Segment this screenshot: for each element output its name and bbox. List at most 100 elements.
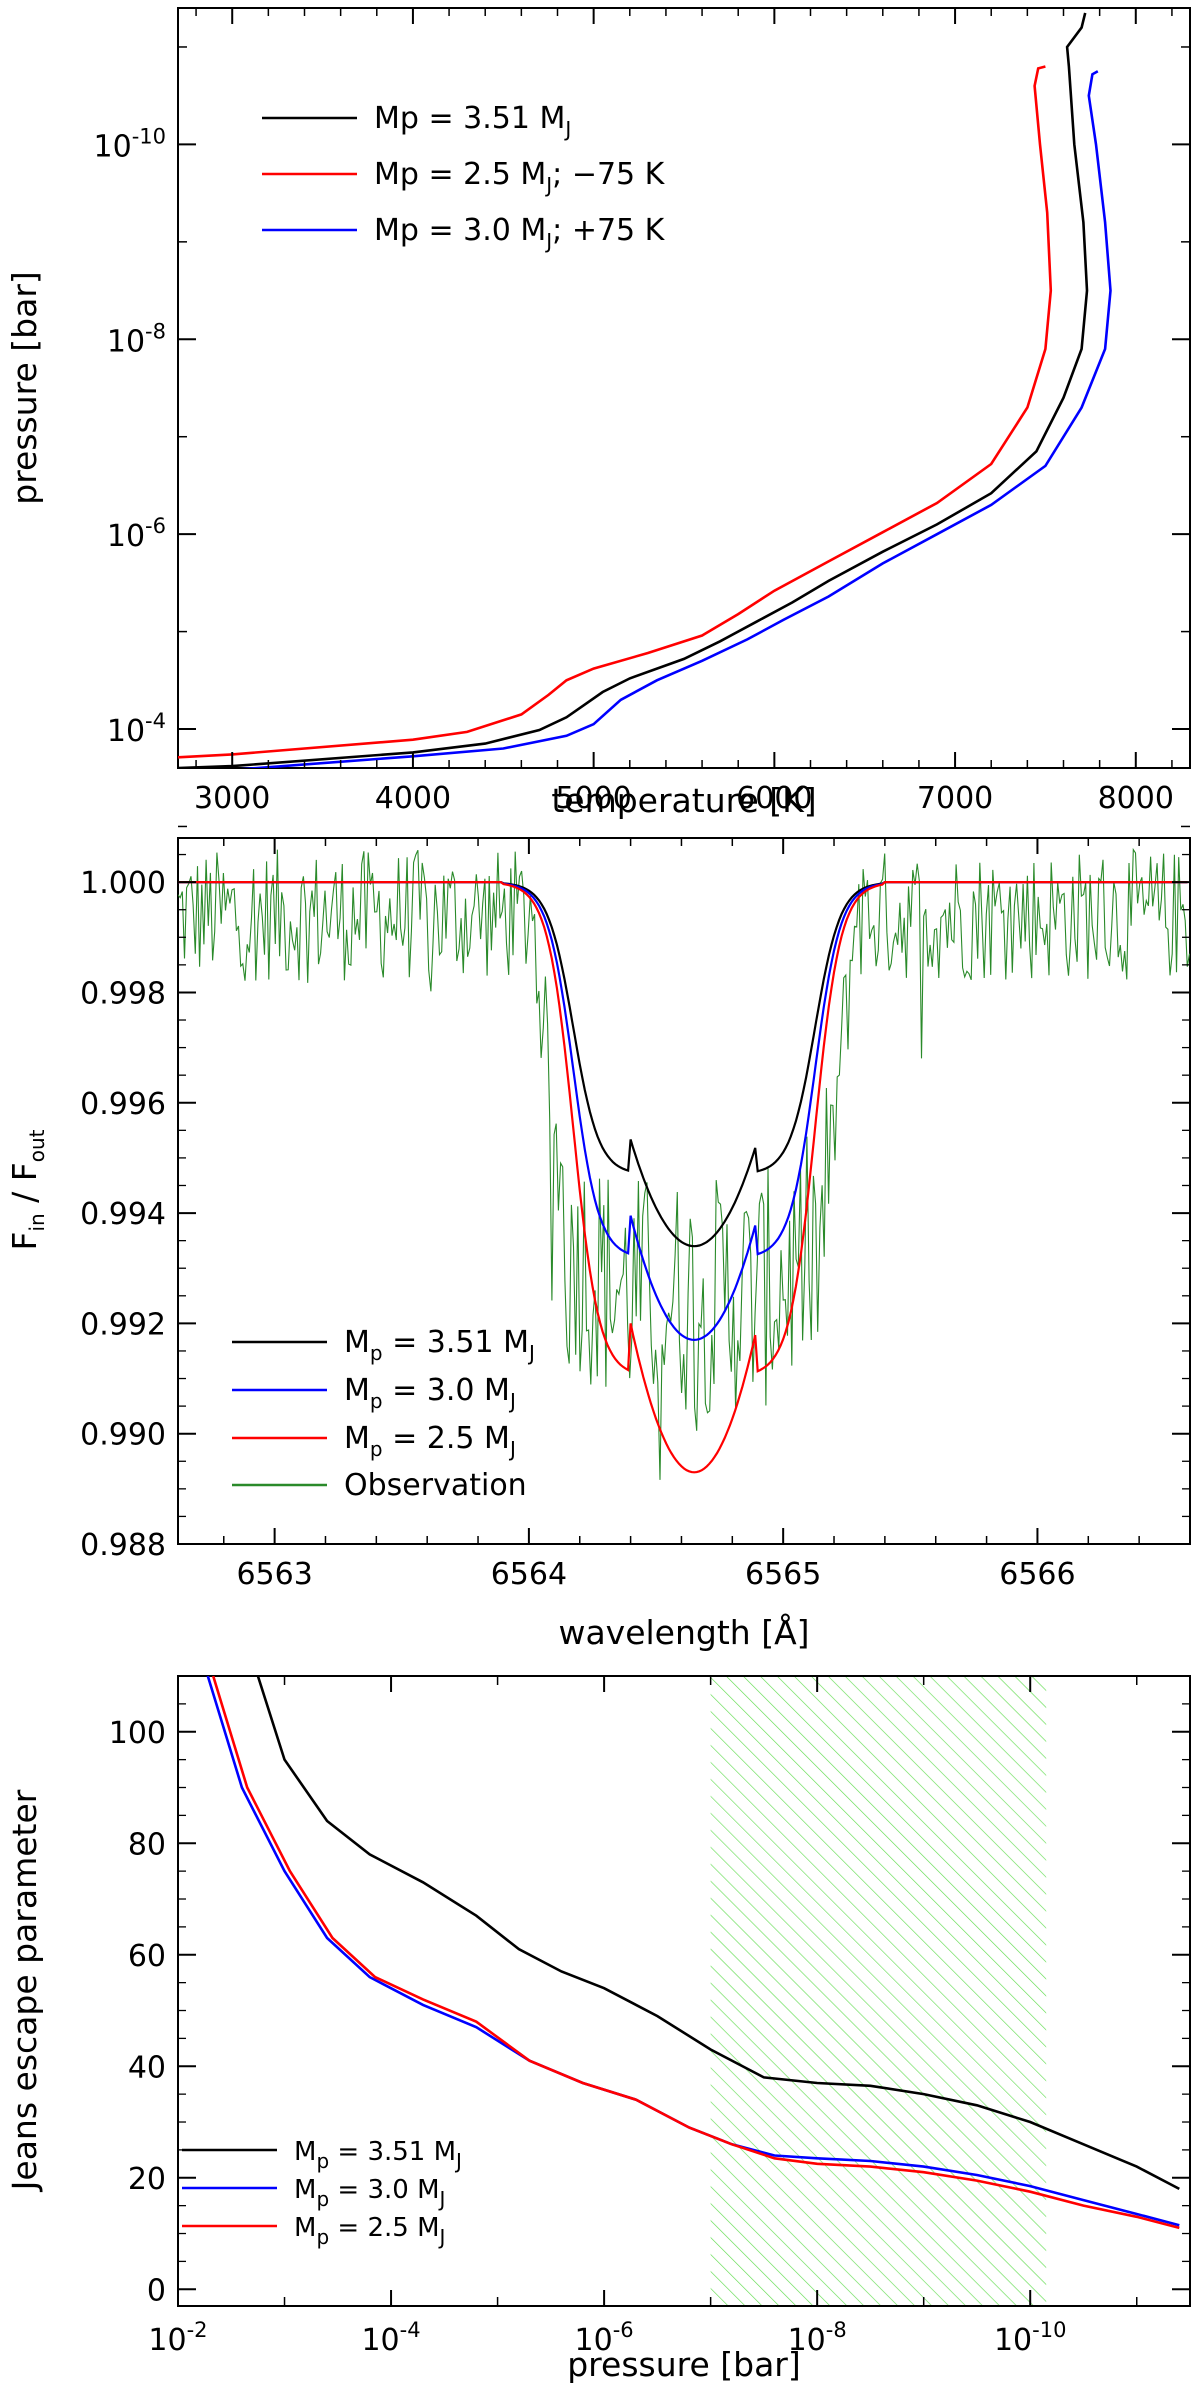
panel2-series-3-line: [178, 847, 1190, 1480]
panel2-frame: [177, 837, 1191, 1545]
panel1-ytick-label-3: 10-10: [94, 124, 167, 164]
panel2-legend-0-label-main: M: [344, 1325, 370, 1360]
panel1-legend-1-label: Mp = 2.5 MJ; −75 K: [374, 157, 666, 197]
panel1-ytick-label-2-base: 10: [107, 324, 145, 359]
panel3-legend-2-label: Mp = 2.5 MJ: [294, 2213, 445, 2249]
panel2-ylabel-sub2: out: [25, 1129, 49, 1162]
panel3-ylabel: Jeans escape parameter: [5, 1789, 44, 2192]
panel2-legend-2-label-suffix: = 2.5 M: [383, 1421, 510, 1456]
panel3-legend-1-label: Mp = 3.0 MJ: [294, 2175, 445, 2211]
panel2-ytick-label-5: 0.998: [80, 976, 166, 1011]
panel1-xtick-label-4: 7000: [917, 781, 993, 816]
panel1-ytick-label-1-base: 10: [107, 519, 145, 554]
panel3-ytick-label-2: 40: [128, 2050, 166, 2085]
panel1-xtick-label-1: 4000: [375, 781, 451, 816]
panel2-ytick-label-1: 0.990: [80, 1418, 166, 1453]
panel2-ylabel-mid: / F: [5, 1162, 44, 1213]
panel1-xtick-label-0: 3000: [194, 781, 270, 816]
panel2-xtick-label-1: 6564: [491, 1557, 567, 1592]
panel2-legend-2-label-sub: p: [370, 1437, 383, 1461]
panel3-ytick-label-5: 100: [109, 1716, 166, 1751]
panel3-ytick-label-1: 20: [128, 2162, 166, 2197]
panel1-xtick-label-5: 8000: [1098, 781, 1174, 816]
panel3-legend-0-label-suffix: = 3.51 M: [329, 2137, 456, 2167]
panel3-ytick-label-4: 80: [128, 1827, 166, 1862]
panel2-legend-0-label-sub: p: [370, 1341, 383, 1365]
panel3-series-0-line: [256, 1676, 1180, 2191]
panel3-xtick-label-0-exp: -2: [187, 2318, 208, 2342]
panel1-series-0-line: [178, 12, 1089, 768]
panel2-ytick-label-4: 0.996: [80, 1087, 166, 1122]
panel3-xtick-label-3-base: 10: [788, 2323, 826, 2358]
panel1-ytick-label-0-exp: -4: [145, 709, 166, 733]
panel2-xtick-label-2: 6565: [745, 1557, 821, 1592]
panel1-legend-1-label-main: Mp = 2.5 M: [374, 157, 546, 192]
panel3-curves: [206, 1676, 1180, 2230]
panel3-xtick-label-3-exp: -8: [826, 2318, 847, 2342]
panel2-ylabel-sub1: in: [25, 1213, 49, 1231]
panel3-xtick-label-1-base: 10: [361, 2323, 399, 2358]
panel1-ytick-label-1-exp: -6: [145, 514, 166, 538]
panel1-legend-0-label: Mp = 3.51 MJ: [374, 101, 571, 141]
panel1-legend-2-label-main: Mp = 3.0 M: [374, 213, 546, 248]
panel2-legend-1-label: Mp = 3.0 MJ: [344, 1373, 516, 1413]
panel1-frame: [177, 7, 1191, 769]
panel1-ytick-label-3-exp: -10: [132, 124, 166, 148]
panel3-xtick-label-1: 10-4: [361, 2318, 420, 2358]
panel1-legend-2-label: Mp = 3.0 MJ; +75 K: [374, 213, 666, 253]
panel2-ylabel: Fin / Fout: [5, 1129, 49, 1250]
panel3-legend-2-label-suffix: = 2.5 M: [329, 2213, 439, 2243]
panel1-xtick-label-3: 6000: [736, 781, 812, 816]
panel1-xtick-label-2: 5000: [555, 781, 631, 816]
panel3-xtick-label-2-exp: -6: [613, 2318, 634, 2342]
panel3-frame: [177, 1675, 1191, 2307]
panel1-xlabel: temperature [K]: [551, 781, 816, 820]
panel1-series-2-line: [240, 70, 1112, 768]
panel2-series-2-line: [178, 881, 1188, 1474]
panel2-curves: [178, 847, 1190, 1480]
panel1-legend-0-label-main: Mp = 3.51 M: [374, 101, 565, 136]
panel1-series-1-line: [178, 65, 1053, 759]
panel3-legend-2-label-sub: p: [316, 2225, 329, 2249]
panel2-ticks: 6563 6564 6565 6566 0.988 0.990 0.992 0.994 0.99…: [80, 838, 1191, 1592]
panel1-legend-0-label-sub: J: [563, 117, 571, 141]
panel2-ytick-label-0: 0.988: [80, 1528, 166, 1563]
panel2-legend-1-label-sub: p: [370, 1389, 383, 1413]
panel3-xtick-label-4-base: 10: [994, 2323, 1032, 2358]
panel2-ylabel-f1: F: [5, 1232, 44, 1251]
panel1-ytick-label-0: 10-4: [107, 709, 166, 749]
panel1-ytick-label-0-base: 10: [107, 714, 145, 749]
panel3-legend-1-label-suffix: = 3.0 M: [329, 2175, 439, 2205]
panel3-xtick-label-1-exp: -4: [400, 2318, 421, 2342]
panel3-legend-0-label: Mp = 3.51 MJ: [294, 2137, 462, 2173]
panel2-legend-3-label-main: Observation: [344, 1468, 527, 1503]
panel2-ytick-label-3: 0.994: [80, 1197, 166, 1232]
panel1-legend-1-label-suffix: ; −75 K: [552, 157, 665, 192]
panel3-legend-0-label-sub: p: [316, 2149, 329, 2173]
panel3-xtick-label-0-base: 10: [148, 2323, 186, 2358]
panel2-ytick-label-2: 0.992: [80, 1307, 166, 1342]
panel2-legend-0-label-suffix: = 3.51 M: [383, 1325, 529, 1360]
panel1-ytick-label-2-exp: -8: [145, 319, 166, 343]
transmission-spectrum-panel: 6563 6564 6565 6566 0.988 0.990 0.992 0.994 0.99…: [5, 837, 1191, 1652]
panel2-xtick-label-3: 6566: [999, 1557, 1075, 1592]
panel2-legend-1-label-main: M: [344, 1373, 370, 1408]
panel2-legend-2-label: Mp = 2.5 MJ: [344, 1421, 516, 1461]
panel3-legend-1-label-sub2: J: [438, 2187, 446, 2211]
panel1-legend-1-label-sub: J: [544, 173, 552, 197]
panel1-legend-2-label-sub: J: [544, 229, 552, 253]
panel1-ylabel: pressure [bar]: [5, 271, 44, 505]
panel3-legend-2-label-main: M: [294, 2213, 316, 2243]
panel3-shaded-region: [710, 1676, 1047, 2306]
panel2-legend-2-label-main: M: [344, 1421, 370, 1456]
panel3-legend-1-label-main: M: [294, 2175, 316, 2205]
panel3-series-2-line: [211, 1676, 1180, 2230]
panel2-legend: Mp = 3.51 MJ Mp = 3.0 MJ Mp = 2.5 MJ Observ…: [232, 1325, 535, 1503]
panel2-legend-0-label: Mp = 3.51 MJ: [344, 1325, 535, 1365]
panel3-legend-0-label-main: M: [294, 2137, 316, 2167]
